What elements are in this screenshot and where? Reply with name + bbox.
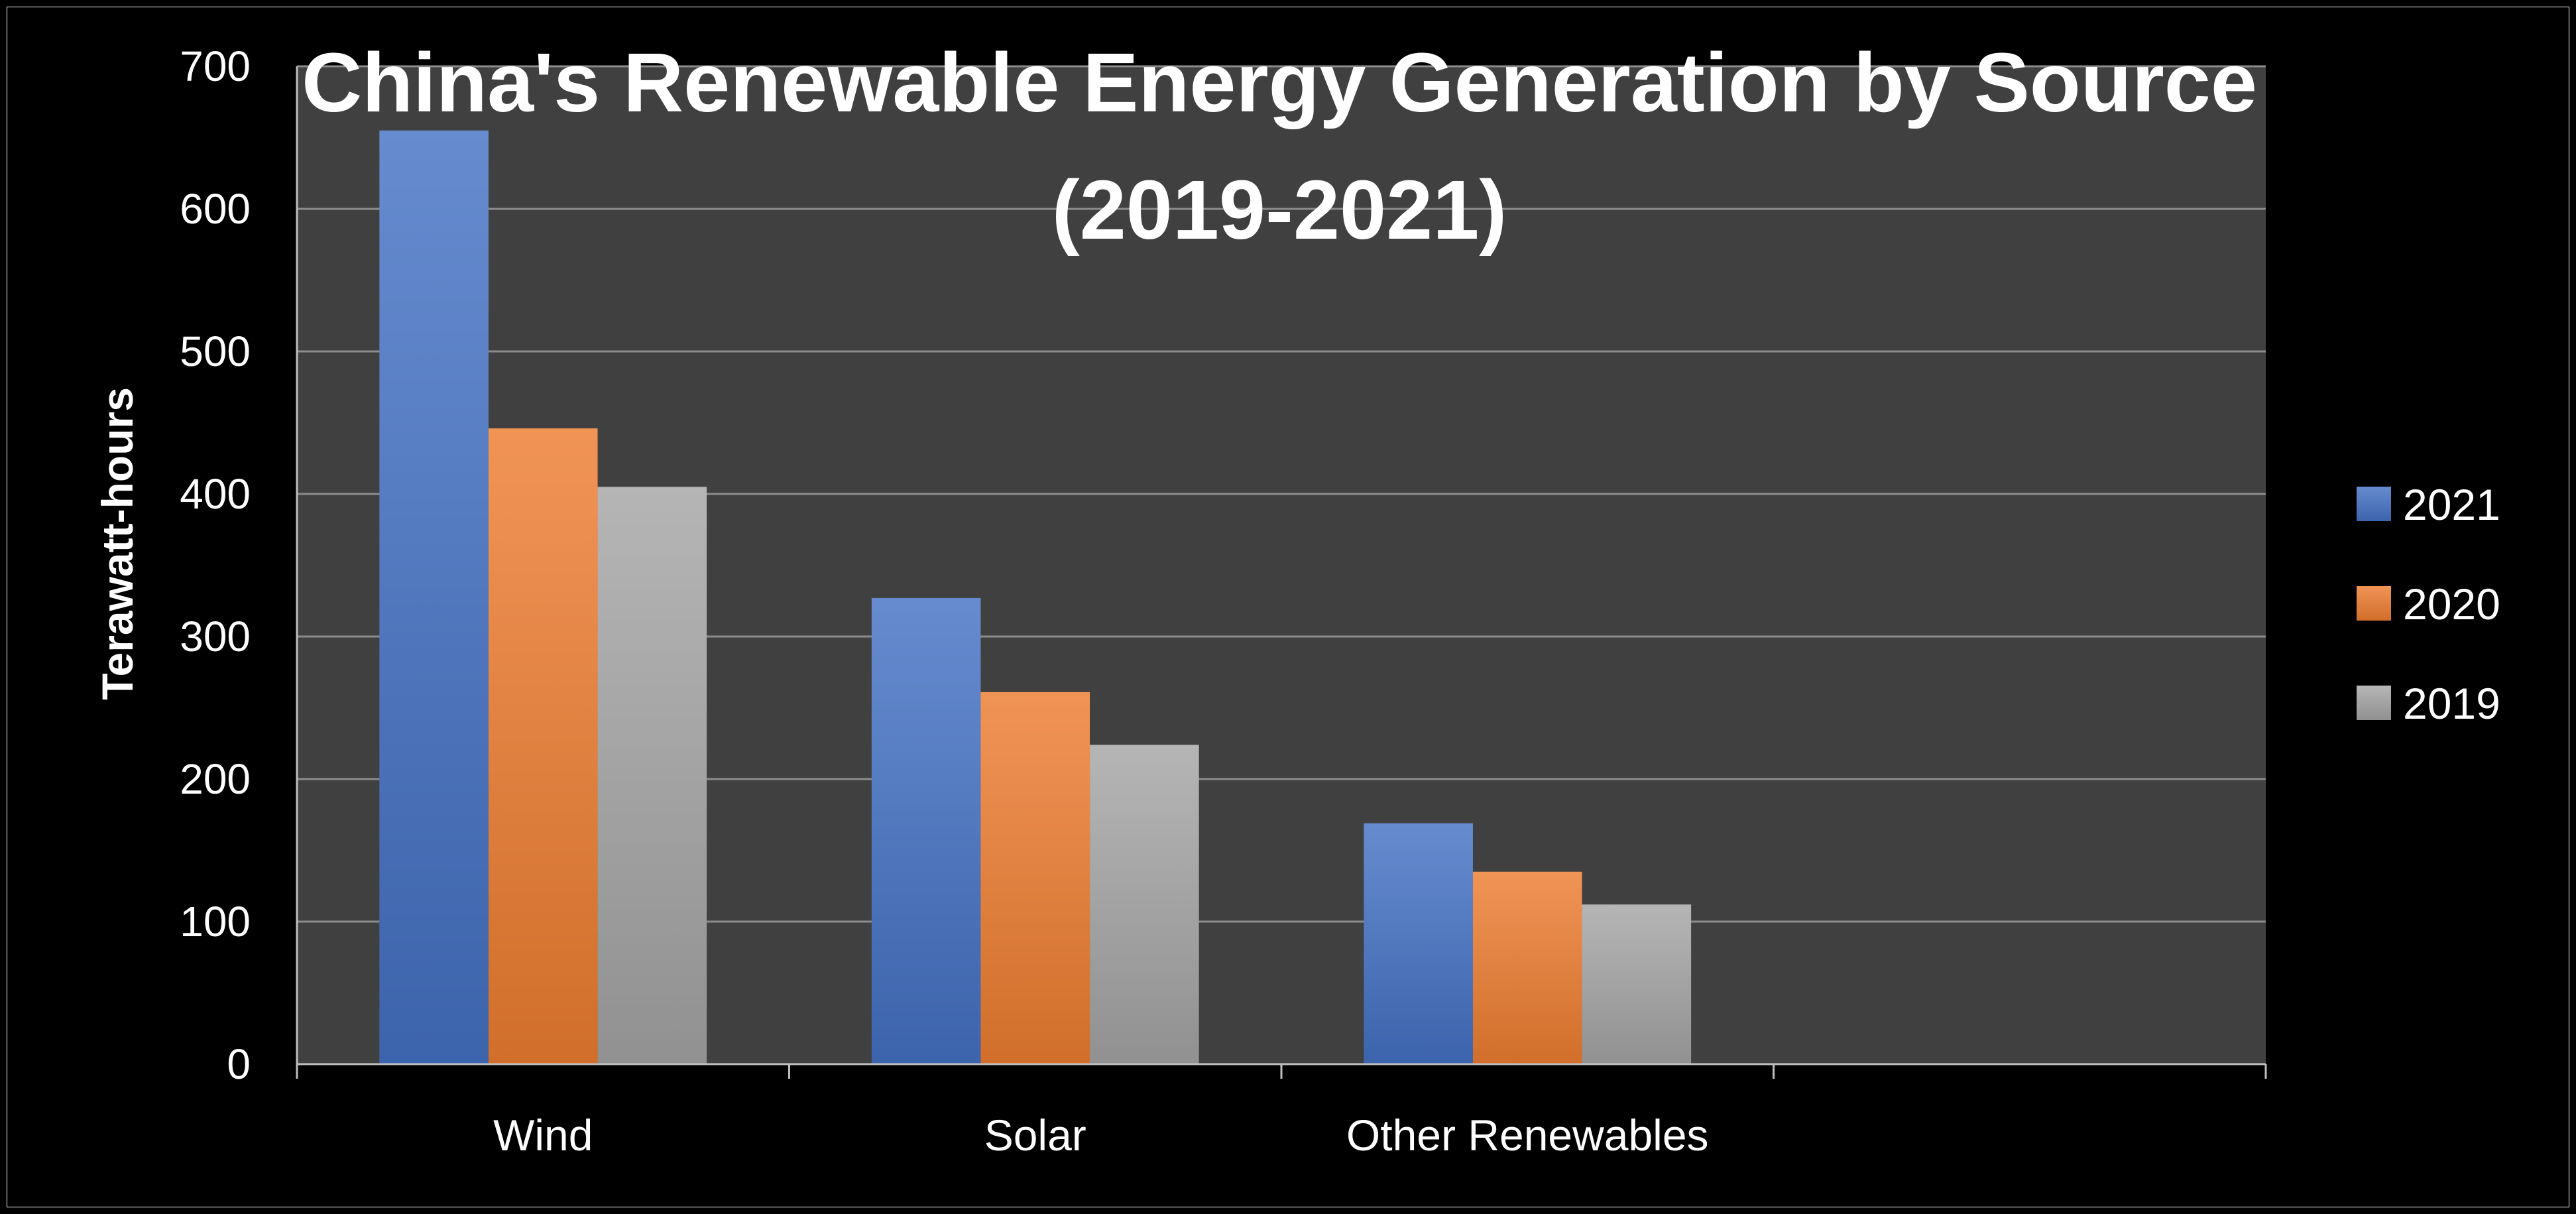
x-category-label: Wind [493,1111,593,1160]
bar-2021-wind [379,130,489,1064]
legend-swatch [2357,586,2391,621]
y-tick-label: 400 [180,470,251,518]
x-category-label: Solar [984,1111,1086,1160]
bar-2021-solar [871,597,981,1064]
x-category-label: Other Renewables [1346,1111,1709,1160]
y-axis-title: Terawatt-hours [93,387,142,700]
bar-2019-solar [1090,745,1199,1064]
y-tick-label: 300 [180,613,251,660]
bars [379,130,1692,1064]
y-tick-label: 500 [180,328,251,375]
y-tick-label: 0 [227,1040,251,1088]
legend-swatch [2357,686,2391,720]
bar-2019-other-renewables [1582,904,1692,1064]
bar-2020-other-renewables [1472,871,1582,1064]
legend-label: 2020 [2403,579,2500,629]
legend-label: 2019 [2403,679,2500,728]
y-tick-label: 600 [180,185,251,233]
legend: 2021 2020 2019 [2357,480,2500,728]
axes: 0 100 200 300 400 500 600 700 Wind Solar Other Ren… [180,42,2267,1160]
bar-2020-wind [488,428,598,1064]
y-tick-label: 200 [180,755,251,803]
legend-swatch [2357,487,2391,521]
y-tick-label: 700 [180,42,251,90]
bar-2019-wind [597,487,707,1064]
chart-title: China's Renewable Energy Generation by S… [302,36,2257,129]
bar-2021-other-renewables [1364,823,1473,1064]
chart-subtitle: (2019-2021) [1052,163,1507,257]
y-tick-label: 100 [180,898,251,945]
bar-2020-solar [980,692,1090,1064]
legend-label: 2021 [2403,480,2500,529]
